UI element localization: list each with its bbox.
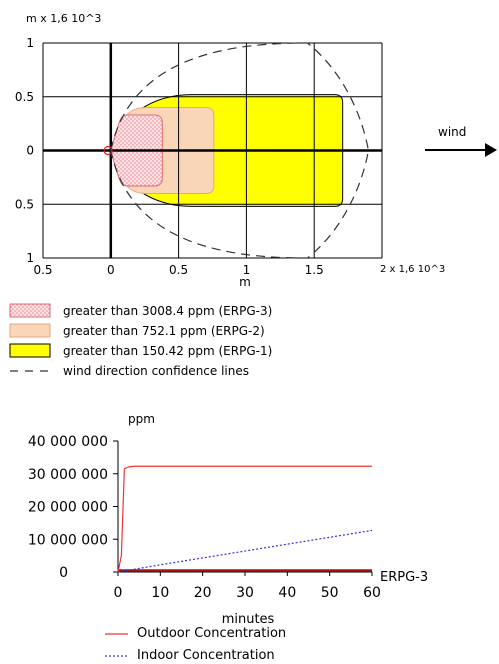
- legend-item-indoor: Indoor Concentration: [105, 648, 275, 663]
- conc-y-tick-label: 40 000 000: [28, 434, 108, 450]
- conc-y-tick-label: 0: [59, 565, 68, 581]
- zone-y-tick-label: 0.5: [15, 197, 34, 211]
- conc-x-tick-label: 40: [278, 585, 296, 601]
- zone-x-tick-label: 1: [243, 263, 251, 277]
- threat-zone-chart: m x 1,6 10^3 0.5 0 0.5 1 1.510.500.51 m 2 x …: [15, 12, 497, 289]
- conc-y-tick-label: 10 000 000: [28, 532, 108, 548]
- zone-x-tick-label: 1.5: [305, 263, 324, 277]
- legend-item-erpg2: greater than 752.1 ppm (ERPG-2): [9, 323, 265, 338]
- release-source-marker: [103, 145, 113, 156]
- zone-x-tick-label: 0.5: [33, 263, 52, 277]
- legend-swatch-erpg3: [9, 303, 51, 318]
- series-outdoor-line: [117, 465, 372, 573]
- conc-x-tick-label: 50: [321, 585, 339, 601]
- series-indoor-line: [117, 529, 373, 573]
- zone-y-tick-label: 1: [26, 36, 34, 50]
- legend-swatch-erpg2: [9, 323, 51, 338]
- conc-y-axis-label: ppm: [128, 412, 155, 426]
- legend-item-confidence: wind direction confidence lines: [10, 364, 249, 378]
- zone-y-tick-label: 0: [26, 144, 34, 158]
- conc-x-tick-label: 0: [114, 585, 123, 601]
- conc-x-axis-label: minutes: [222, 612, 275, 627]
- conc-y-tick-label: 30 000 000: [28, 467, 108, 483]
- legend-item-erpg3: greater than 3008.4 ppm (ERPG-3): [9, 303, 272, 318]
- legend-label-indoor: Indoor Concentration: [137, 648, 275, 663]
- conc-legend: Outdoor Concentration Indoor Concentrati…: [105, 626, 286, 663]
- wind-arrow-icon: [425, 143, 497, 157]
- conc-x-tick-label: 20: [194, 585, 212, 601]
- conc-x-tick-label: 60: [363, 585, 381, 601]
- conc-axes: 0 10 000 000 20 000 000 30 000 000 40 000 00…: [28, 434, 381, 601]
- conc-x-tick-label: 30: [236, 585, 254, 601]
- conc-series: [117, 465, 373, 573]
- legend-item-outdoor: Outdoor Concentration: [105, 626, 286, 641]
- concentration-chart: ppm 0 10 000 000 20 000 000 30 000 000 40 00…: [28, 412, 428, 627]
- zone-x-tick-label: 0.5: [169, 263, 188, 277]
- legend-label-outdoor: Outdoor Concentration: [137, 626, 286, 641]
- zone-legend: greater than 3008.4 ppm (ERPG-3) greater…: [9, 303, 272, 378]
- zone-y-tick-label: 1: [26, 251, 34, 265]
- legend-label-erpg1: greater than 150.42 ppm (ERPG-1): [63, 344, 272, 358]
- zone-x-tick-label: 0: [107, 263, 115, 277]
- zone-y-axis-label: m x 1,6 10^3: [26, 12, 101, 25]
- zone-grid: [42, 42, 383, 259]
- legend-label-erpg2: greater than 752.1 ppm (ERPG-2): [63, 324, 265, 338]
- threshold-label: ERPG-3: [380, 570, 428, 585]
- conc-x-tick-label: 10: [151, 585, 169, 601]
- wind-label: wind: [438, 125, 466, 139]
- legend-item-erpg1: greater than 150.42 ppm (ERPG-1): [9, 343, 272, 358]
- conc-y-tick-label: 20 000 000: [28, 500, 108, 516]
- legend-swatch-erpg1: [9, 343, 51, 358]
- zone-ticks: 0.5 0 0.5 1 1.510.500.51: [15, 36, 324, 277]
- legend-label-erpg3: greater than 3008.4 ppm (ERPG-3): [63, 304, 272, 318]
- zone-x-axis-label: m: [239, 275, 251, 289]
- zone-y-tick-label: 0.5: [15, 90, 34, 104]
- legend-label-confidence: wind direction confidence lines: [63, 364, 249, 378]
- zone-x-axis-unit: 2 x 1,6 10^3: [380, 264, 445, 275]
